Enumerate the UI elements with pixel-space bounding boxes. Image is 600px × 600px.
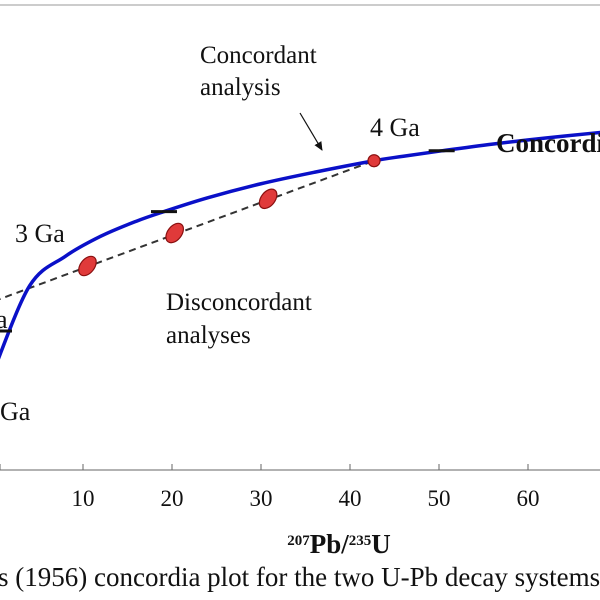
- discordant-point-2: [165, 222, 185, 244]
- discordant-point-3: [258, 188, 278, 210]
- partial-age-label-ga: Ga: [0, 397, 31, 426]
- x-tick-label-30: 30: [250, 486, 273, 511]
- concordia-curve-label: Concordia: [496, 128, 600, 158]
- concordant-annotation-line1: Concordant: [200, 42, 317, 69]
- discordia-line: [0, 159, 375, 301]
- x-tick-label-50: 50: [428, 486, 451, 511]
- x-tick-label-40: 40: [339, 486, 362, 511]
- concordia-chart: 10203040506070 207Pb/235U 3 Ga 4 Ga a Ga…: [0, 4, 600, 559]
- x-tick-label-20: 20: [161, 486, 184, 511]
- figure-caption: s (1956) concordia plot for the two U-Pb…: [0, 560, 600, 600]
- discordant-annotation-line2: analyses: [166, 322, 251, 349]
- figure-caption-text: s (1956) concordia plot for the two U-Pb…: [0, 562, 600, 592]
- discordant-points: [78, 188, 278, 277]
- x-tick-label-10: 10: [72, 486, 95, 511]
- x-label-sup-2: 235: [349, 533, 372, 549]
- x-axis-label: 207Pb/235U: [287, 529, 391, 559]
- x-label-sup-1: 207: [287, 533, 310, 549]
- concordant-annotation-line2: analysis: [200, 74, 281, 101]
- x-tick-label-60: 60: [517, 486, 540, 511]
- age-label-3ga: 3 Ga: [15, 219, 65, 248]
- concordia-curve: [0, 130, 600, 360]
- concordant-arrow: [299, 112, 323, 151]
- x-axis-ticks: 10203040506070: [0, 464, 540, 511]
- age-markers: [150, 149, 455, 214]
- discordant-point-1: [78, 255, 97, 277]
- age-label-4ga: 4 Ga: [370, 113, 420, 142]
- x-label-main-2: U: [371, 529, 391, 559]
- discordant-annotation-line1: Disconcordant: [166, 289, 312, 316]
- concordant-point: [367, 154, 381, 168]
- partial-age-label-a: a: [0, 305, 8, 334]
- x-label-main-1: Pb/: [310, 529, 350, 559]
